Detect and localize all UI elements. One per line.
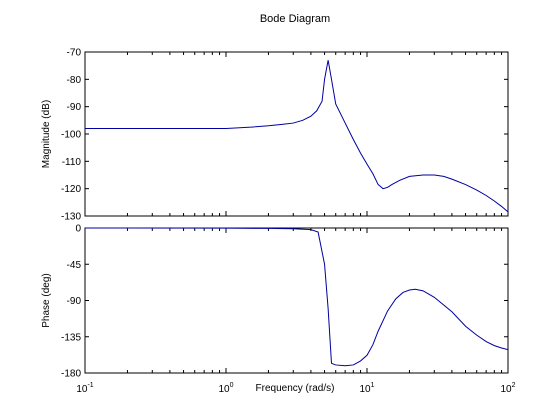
phase-y-axis-label: Phase (deg) <box>41 273 52 327</box>
y-tick-label: -80 <box>67 75 82 86</box>
magnitude-series-line <box>85 60 509 213</box>
magnitude-y-tick-labels: -70 -80 -90 -100 -110 -120 -130 <box>61 48 81 223</box>
y-tick-label: 0 <box>75 224 81 235</box>
y-tick-label: -90 <box>67 102 82 113</box>
magnitude-panel: -70 -80 -90 -100 -110 -120 -130 Magnitude (dB) <box>41 48 509 223</box>
y-tick-label: -110 <box>62 157 82 168</box>
x-tick-exponent: -1 <box>87 382 93 389</box>
y-tick-label: -130 <box>61 212 81 223</box>
chart-title: Bode Diagram <box>260 13 330 25</box>
x-tick-label: 101 <box>359 382 374 395</box>
phase-plot-frame <box>84 227 509 374</box>
y-tick-label: -45 <box>67 260 82 271</box>
x-tick-label: 100 <box>218 382 233 395</box>
phase-y-tick-labels: 0 -45 -90 -135 -180 <box>61 224 81 380</box>
x-tick-base: 10 <box>500 384 512 395</box>
x-tick-base: 10 <box>76 384 88 395</box>
phase-panel: 0 -45 -90 -135 -180 Phase (deg) <box>41 224 509 380</box>
y-tick-label: -90 <box>67 296 82 307</box>
y-tick-label: -135 <box>61 332 81 343</box>
phase-series-line <box>84 227 509 367</box>
magnitude-tick-marks <box>84 51 508 217</box>
magnitude-y-axis-label: Magnitude (dB) <box>41 100 52 168</box>
magnitude-plot-frame <box>84 51 509 217</box>
y-tick-label: -100 <box>61 130 81 141</box>
x-tick-label: 102 <box>500 382 515 395</box>
x-tick-labels: 10-1 100 101 102 <box>76 382 515 395</box>
x-tick-label: 10-1 <box>76 382 93 395</box>
x-axis-label: Frequency (rad/s) <box>256 383 335 394</box>
x-tick-exponent: 0 <box>230 382 234 389</box>
x-tick-base: 10 <box>218 384 230 395</box>
x-tick-exponent: 1 <box>371 382 375 389</box>
x-tick-base: 10 <box>359 384 371 395</box>
y-tick-label: -180 <box>61 369 81 380</box>
x-tick-exponent: 2 <box>512 382 516 389</box>
y-tick-label: -70 <box>67 48 82 59</box>
y-tick-label: -120 <box>61 184 81 195</box>
